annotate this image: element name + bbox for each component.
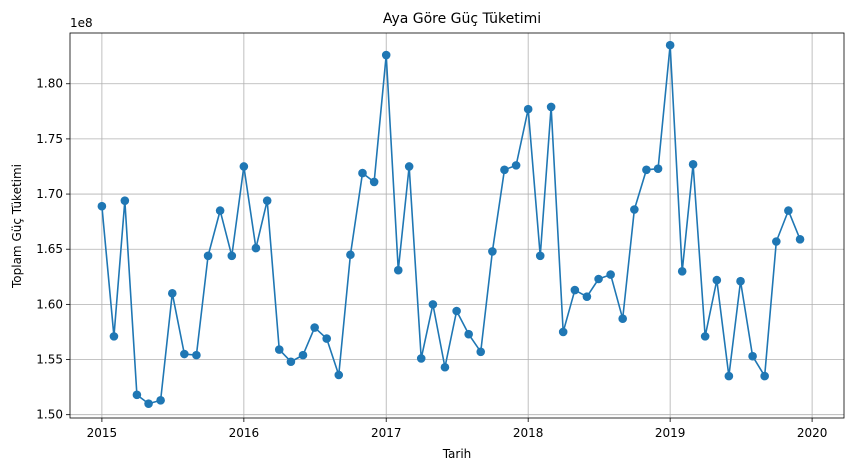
data-point xyxy=(393,265,403,275)
data-point xyxy=(167,289,177,298)
plot-frame xyxy=(69,32,845,419)
data-point xyxy=(748,351,757,361)
y-tick-label: 1.50 xyxy=(36,408,63,422)
data-point xyxy=(594,274,603,284)
data-point xyxy=(192,350,201,360)
data-point xyxy=(772,237,781,246)
data-point xyxy=(736,276,745,286)
data-point xyxy=(464,329,473,339)
data-point xyxy=(404,162,414,171)
data-point xyxy=(795,234,805,244)
data-point xyxy=(700,332,710,341)
data-point xyxy=(440,362,450,372)
data-point xyxy=(618,314,627,324)
x-axis-label: Tarih xyxy=(442,447,472,461)
data-point xyxy=(606,270,615,279)
series-line xyxy=(101,44,801,405)
data-point xyxy=(144,399,153,408)
data-point xyxy=(476,347,486,357)
chart-title: Aya Göre Güç Tüketimi xyxy=(383,11,541,27)
y-axis-multiplier: 1e8 xyxy=(70,16,93,30)
data-point xyxy=(677,266,687,276)
data-point xyxy=(724,371,734,381)
data-point xyxy=(227,251,237,261)
data-point xyxy=(546,102,556,112)
data-point xyxy=(97,201,107,211)
data-point xyxy=(712,275,722,285)
x-tick-label: 2017 xyxy=(371,426,402,440)
data-point xyxy=(298,350,308,360)
data-point xyxy=(760,371,769,381)
data-point xyxy=(642,165,651,175)
data-point xyxy=(558,327,568,337)
data-point xyxy=(286,357,296,367)
data-point xyxy=(488,247,497,256)
data-point xyxy=(251,243,261,253)
data-point xyxy=(523,104,533,114)
data-point xyxy=(239,162,249,171)
y-tick-label: 1.65 xyxy=(36,242,63,256)
data-point xyxy=(310,323,319,332)
data-point xyxy=(665,40,675,50)
data-point xyxy=(215,206,225,215)
data-point xyxy=(653,164,663,173)
data-point xyxy=(262,196,272,205)
data-point xyxy=(784,206,793,215)
data-point xyxy=(416,354,426,363)
data-point xyxy=(156,396,165,405)
data-point xyxy=(322,334,332,343)
y-tick-label: 1.70 xyxy=(36,187,63,201)
y-tick-label: 1.80 xyxy=(36,77,63,91)
data-point xyxy=(688,159,698,169)
data-point xyxy=(120,196,130,205)
y-axis-label: Toplam Güç Tüketimi xyxy=(10,164,24,289)
data-point xyxy=(570,285,580,295)
data-point xyxy=(109,332,119,341)
y-tick-label: 1.75 xyxy=(36,132,63,146)
data-point xyxy=(180,349,189,359)
data-point xyxy=(369,177,379,187)
data-point xyxy=(132,390,142,400)
x-tick-label: 2016 xyxy=(229,426,260,440)
data-point xyxy=(358,168,367,178)
x-tick-label: 2018 xyxy=(513,426,544,440)
data-point xyxy=(630,205,639,214)
ticks: 2015 2016 2017 2018 2019 2020 1.50 1.55 1.60 1.65… xyxy=(36,77,827,440)
data-point xyxy=(535,251,545,261)
data-point xyxy=(203,251,213,261)
data-point xyxy=(500,165,509,175)
data-point xyxy=(428,300,438,309)
y-tick-label: 1.60 xyxy=(36,297,63,311)
x-tick-label: 2019 xyxy=(655,426,686,440)
data-point xyxy=(334,370,344,380)
data-point xyxy=(381,50,391,60)
grid xyxy=(70,33,844,418)
y-tick-label: 1.55 xyxy=(36,353,63,367)
x-tick-label: 2015 xyxy=(87,426,118,440)
data-point xyxy=(582,292,592,301)
data-point xyxy=(452,306,461,316)
data-point xyxy=(511,161,521,170)
data-point xyxy=(274,345,284,354)
series-layer xyxy=(97,40,805,408)
x-tick-label: 2020 xyxy=(797,426,828,440)
data-point xyxy=(346,250,355,260)
